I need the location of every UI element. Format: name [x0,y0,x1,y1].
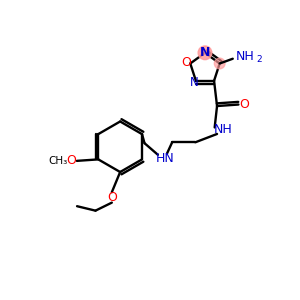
Circle shape [198,46,212,60]
Text: O: O [239,98,249,111]
Text: N: N [200,46,210,59]
Text: HN: HN [155,152,174,165]
Text: O: O [181,56,191,68]
Text: O: O [67,154,76,167]
Text: CH₃: CH₃ [49,156,68,166]
Text: 2: 2 [256,55,262,64]
Circle shape [214,58,225,69]
Text: N: N [190,76,199,89]
Text: O: O [107,191,117,204]
Text: NH: NH [236,50,255,63]
Text: NH: NH [214,123,232,136]
